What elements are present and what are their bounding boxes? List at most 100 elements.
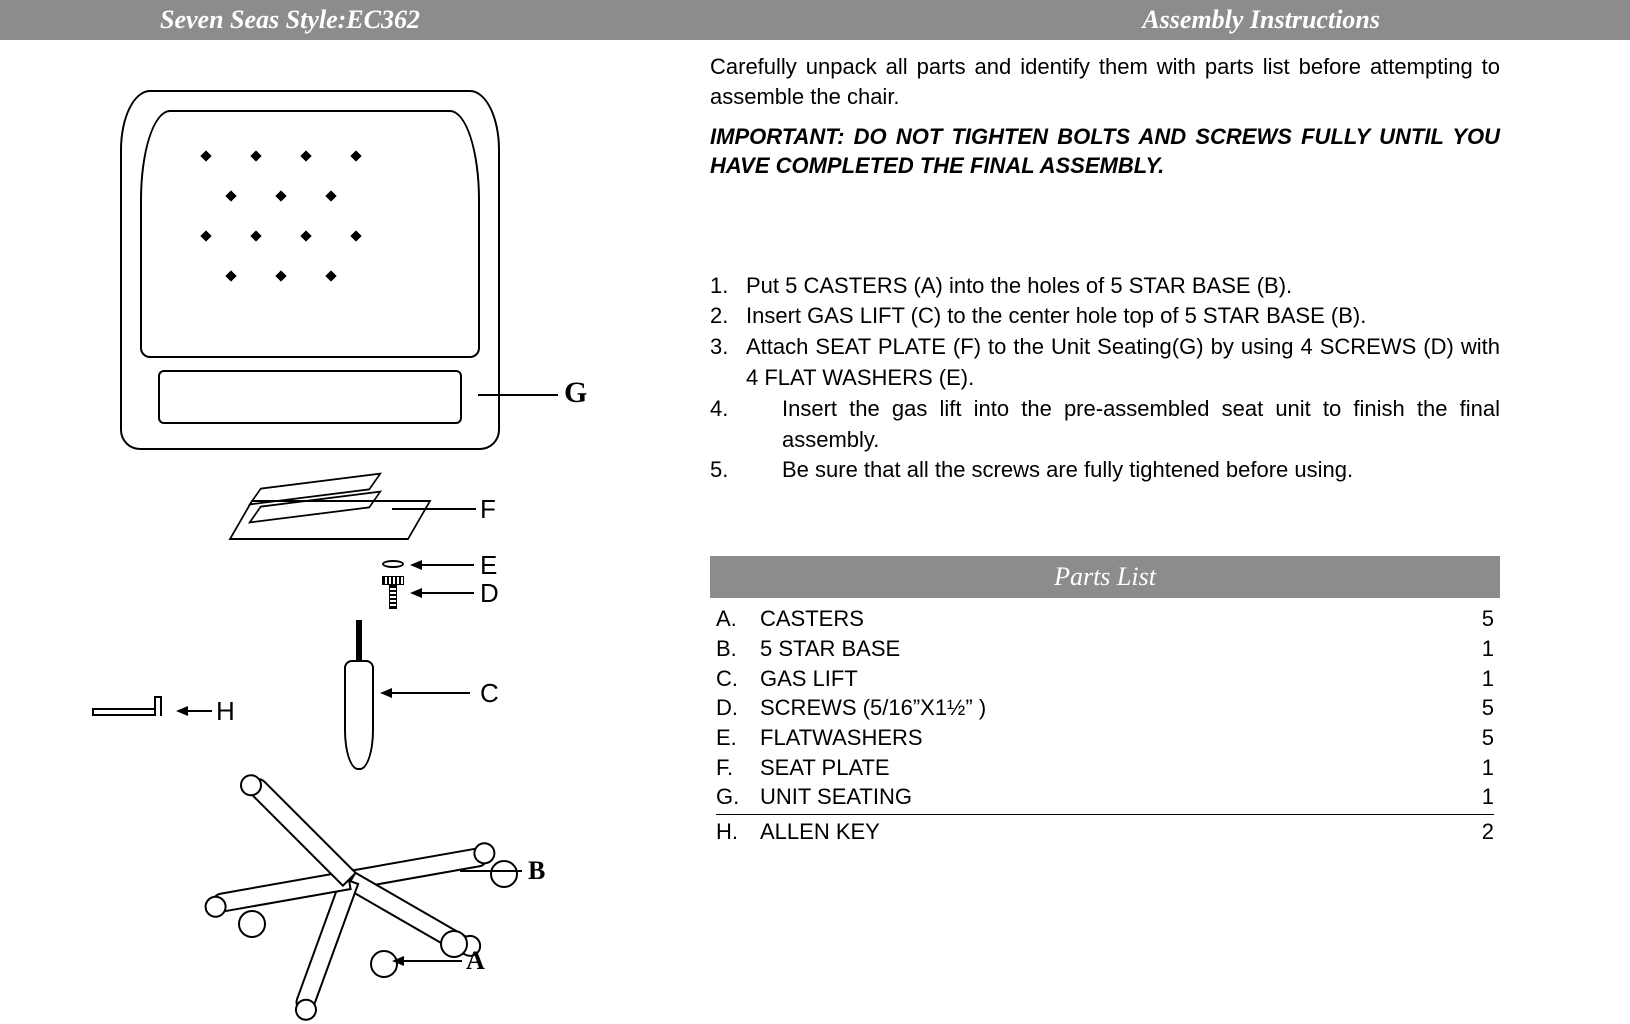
label-d: D xyxy=(480,578,499,609)
screw-illustration xyxy=(386,576,400,610)
base-leg xyxy=(244,774,357,887)
part-key: E. xyxy=(716,723,760,753)
leader-line xyxy=(188,710,212,712)
gas-lift-illustration xyxy=(336,620,384,780)
part-key: F. xyxy=(716,753,760,783)
tuft-dot xyxy=(225,190,236,201)
leg-curl xyxy=(472,841,497,866)
part-key: A. xyxy=(716,604,760,634)
exploded-diagram: G F E D xyxy=(80,80,640,1000)
step-number: 4. xyxy=(710,394,746,456)
part-qty: 5 xyxy=(1454,693,1494,723)
part-qty: 1 xyxy=(1454,664,1494,694)
part-name: ALLEN KEY xyxy=(760,817,1454,847)
step-text: Be sure that all the screws are fully ti… xyxy=(746,455,1500,486)
label-e: E xyxy=(480,550,497,581)
step-text: Insert GAS LIFT (C) to the center hole t… xyxy=(746,301,1500,332)
leader-line xyxy=(422,592,474,594)
caster-illustration xyxy=(440,930,468,958)
caster-illustration xyxy=(238,910,266,938)
assembly-steps: 1. Put 5 CASTERS (A) into the holes of 5… xyxy=(710,271,1500,487)
part-name: GAS LIFT xyxy=(760,664,1454,694)
step-row: 1. Put 5 CASTERS (A) into the holes of 5… xyxy=(710,271,1500,302)
step-row: 4. Insert the gas lift into the pre-asse… xyxy=(710,394,1500,456)
parts-row: B. 5 STAR BASE 1 xyxy=(710,634,1500,664)
part-name: SCREWS (5/16”X1½” ) xyxy=(760,693,1454,723)
part-key: D. xyxy=(716,693,760,723)
leader-line xyxy=(392,692,470,694)
seat-plate-illustration xyxy=(220,480,440,560)
header-product: Seven Seas Style:EC362 xyxy=(160,5,420,35)
part-qty: 1 xyxy=(1454,753,1494,783)
arrow-icon xyxy=(176,706,188,716)
tuft-dot xyxy=(250,230,261,241)
leg-curl xyxy=(203,894,228,919)
tuft-dot xyxy=(350,150,361,161)
leg-curl xyxy=(292,996,320,1024)
gas-lift-rod xyxy=(356,620,362,664)
tuft-dot xyxy=(275,270,286,281)
leader-line xyxy=(392,508,476,510)
tuft-dot xyxy=(200,150,211,161)
tuft-dot xyxy=(325,270,336,281)
leader-line xyxy=(460,870,522,872)
parts-row: H. ALLEN KEY 2 xyxy=(710,817,1500,847)
allen-bar xyxy=(92,708,162,716)
arrow-icon xyxy=(410,588,422,598)
tuft-dot xyxy=(325,190,336,201)
step-text: Put 5 CASTERS (A) into the holes of 5 ST… xyxy=(746,271,1500,302)
label-g: G xyxy=(564,376,587,410)
allen-bend xyxy=(154,696,162,716)
screw-head xyxy=(382,576,404,585)
important-warning: IMPORTANT: DO NOT TIGHTEN BOLTS AND SCRE… xyxy=(710,123,1500,180)
tuft-dot xyxy=(225,270,236,281)
leader-line xyxy=(478,394,558,396)
arrow-icon xyxy=(392,956,404,966)
part-name: CASTERS xyxy=(760,604,1454,634)
flat-washer-illustration xyxy=(382,560,404,568)
step-row: 5. Be sure that all the screws are fully… xyxy=(710,455,1500,486)
arrow-icon xyxy=(380,688,392,698)
tuft-dot xyxy=(350,230,361,241)
label-c: C xyxy=(480,678,499,709)
content: G F E D xyxy=(0,40,1630,1020)
part-name: FLATWASHERS xyxy=(760,723,1454,753)
intro-text: Carefully unpack all parts and identify … xyxy=(710,52,1500,111)
step-row: 3. Attach SEAT PLATE (F) to the Unit Sea… xyxy=(710,332,1500,394)
parts-divider xyxy=(716,814,1494,815)
arrow-icon xyxy=(410,560,422,570)
parts-row: A. CASTERS 5 xyxy=(710,604,1500,634)
step-row: 2. Insert GAS LIFT (C) to the center hol… xyxy=(710,301,1500,332)
caster-illustration xyxy=(490,860,518,888)
part-qty: 5 xyxy=(1454,723,1494,753)
label-h: H xyxy=(216,696,235,727)
leader-line xyxy=(404,960,462,962)
tuft-dot xyxy=(200,230,211,241)
unit-seating-illustration xyxy=(120,90,500,450)
part-name: SEAT PLATE xyxy=(760,753,1454,783)
parts-row: F. SEAT PLATE 1 xyxy=(710,753,1500,783)
leader-line xyxy=(422,564,474,566)
part-key: G. xyxy=(716,782,760,812)
part-key: H. xyxy=(716,817,760,847)
step-number: 3. xyxy=(710,332,746,394)
parts-row: C. GAS LIFT 1 xyxy=(710,664,1500,694)
parts-list-header: Parts List xyxy=(710,556,1500,598)
screw-shaft xyxy=(389,585,397,609)
plate-outline xyxy=(228,500,431,540)
step-text: Insert the gas lift into the pre-assembl… xyxy=(746,394,1500,456)
parts-row: G. UNIT SEATING 1 xyxy=(710,782,1500,812)
part-qty: 1 xyxy=(1454,782,1494,812)
leg-curl xyxy=(235,770,266,801)
step-text: Attach SEAT PLATE (F) to the Unit Seatin… xyxy=(746,332,1500,394)
header-title: Assembly Instructions xyxy=(1142,5,1380,35)
instructions-column: Carefully unpack all parts and identify … xyxy=(700,40,1510,867)
step-number: 2. xyxy=(710,301,746,332)
diagram-column: G F E D xyxy=(0,40,700,1020)
header-bar: Seven Seas Style:EC362 Assembly Instruct… xyxy=(0,0,1630,40)
allen-key-illustration xyxy=(92,698,172,726)
label-f: F xyxy=(480,494,496,525)
step-number: 5. xyxy=(710,455,746,486)
label-a: A xyxy=(466,946,485,976)
gas-lift-cylinder xyxy=(344,660,374,770)
